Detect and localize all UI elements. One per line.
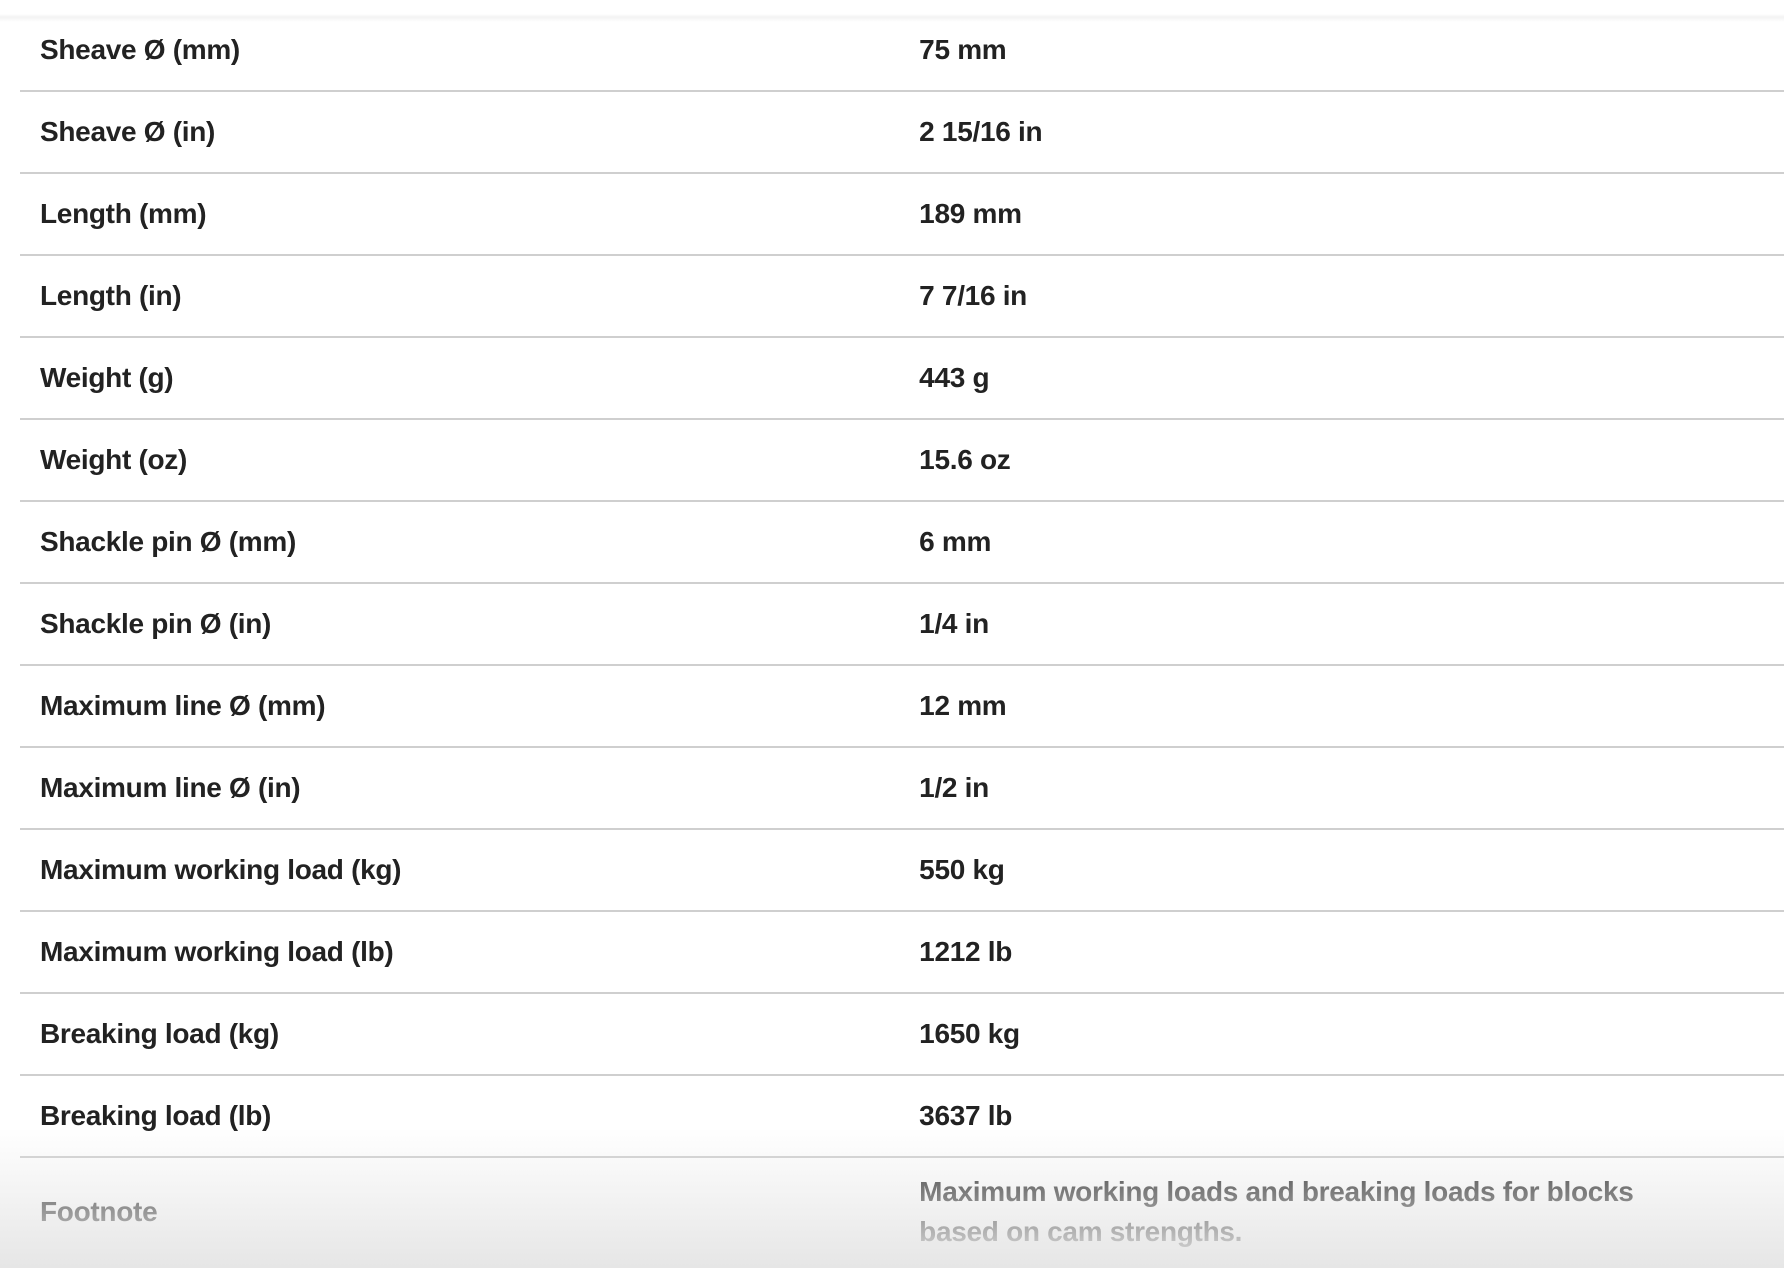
spec-value: 15.6 oz (919, 419, 1784, 502)
spec-value-text: 1212 lb (919, 936, 1013, 967)
spec-value: 1650 kg (919, 993, 1784, 1076)
spec-row: Length (in) 7 7/16 in (20, 255, 1784, 338)
spec-label: Length (in) (20, 255, 920, 338)
spec-row: Maximum line Ø (mm) 12 mm (20, 665, 1784, 748)
spec-label: Maximum line Ø (mm) (20, 665, 920, 748)
spec-value: 75 mm (919, 10, 1784, 92)
spec-label: Weight (g) (20, 337, 920, 420)
spec-value-text: 6 mm (919, 526, 992, 557)
spec-value-text: 3637 lb (919, 1100, 1013, 1131)
spec-value: 1/4 in (919, 583, 1784, 666)
spec-value: 1212 lb (919, 911, 1784, 994)
spec-value: 2 15/16 in (919, 91, 1784, 174)
spec-row: Weight (oz) 15.6 oz (20, 419, 1784, 502)
spec-value-text: 15.6 oz (919, 444, 1011, 475)
spec-value: 1/2 in (919, 747, 1784, 830)
spec-label: Breaking load (lb) (20, 1075, 920, 1158)
spec-value: Maximum working loads and breaking loads… (919, 1157, 1784, 1266)
spec-value: 189 mm (919, 173, 1784, 256)
spec-row: Shackle pin Ø (mm) 6 mm (20, 501, 1784, 584)
spec-label: Maximum working load (kg) (20, 829, 920, 912)
spec-row: Sheave Ø (in) 2 15/16 in (20, 91, 1784, 174)
spec-label: Shackle pin Ø (mm) (20, 501, 920, 584)
spec-row: Breaking load (lb) 3637 lb (20, 1075, 1784, 1158)
spec-row: Maximum line Ø (in) 1/2 in (20, 747, 1784, 830)
spec-value-text: 189 mm (919, 198, 1022, 229)
spec-row: Length (mm) 189 mm (20, 173, 1784, 256)
spec-value-text: 1/2 in (919, 772, 989, 803)
spec-value-text: 2 15/16 in (919, 116, 1043, 147)
spec-row: Maximum working load (kg) 550 kg (20, 829, 1784, 912)
spec-row: Sheave Ø (mm) 75 mm (20, 10, 1784, 92)
spec-row: Maximum working load (lb) 1212 lb (20, 911, 1784, 994)
spec-value: 3637 lb (919, 1075, 1784, 1158)
spec-value-text: 7 7/16 in (919, 280, 1027, 311)
spec-label: Sheave Ø (mm) (20, 10, 920, 92)
spec-label: Breaking load (kg) (20, 993, 920, 1076)
spec-row: Breaking load (kg) 1650 kg (20, 993, 1784, 1076)
spec-label: Maximum line Ø (in) (20, 747, 920, 830)
spec-value: 12 mm (919, 665, 1784, 748)
spec-label: Sheave Ø (in) (20, 91, 920, 174)
spec-value: 7 7/16 in (919, 255, 1784, 338)
spec-label: Weight (oz) (20, 419, 920, 502)
spec-value: 550 kg (919, 829, 1784, 912)
spec-value-text: 12 mm (919, 690, 1007, 721)
spec-row: Weight (g) 443 g (20, 337, 1784, 420)
spec-label: Maximum working load (lb) (20, 911, 920, 994)
spec-value-text: Maximum working loads and breaking loads… (919, 1176, 1634, 1247)
spec-value-text: 1650 kg (919, 1018, 1020, 1049)
spec-value-text: 550 kg (919, 854, 1005, 885)
footnote-row: Footnote Maximum working loads and breaki… (20, 1157, 1784, 1266)
spec-value-text: 75 mm (919, 34, 1007, 65)
spec-label: Footnote (40, 1196, 158, 1227)
spec-value-text: 1/4 in (919, 608, 989, 639)
spec-value: 443 g (919, 337, 1784, 420)
spec-label: Length (mm) (20, 173, 920, 256)
spec-label: Shackle pin Ø (in) (20, 583, 920, 666)
spec-value: 6 mm (919, 501, 1784, 584)
spec-value-text: 443 g (919, 362, 990, 393)
spec-row: Shackle pin Ø (in) 1/4 in (20, 583, 1784, 666)
specifications-table: Sheave Ø (mm) 75 mm Sheave Ø (in) 2 15/16 i… (20, 10, 1784, 1266)
